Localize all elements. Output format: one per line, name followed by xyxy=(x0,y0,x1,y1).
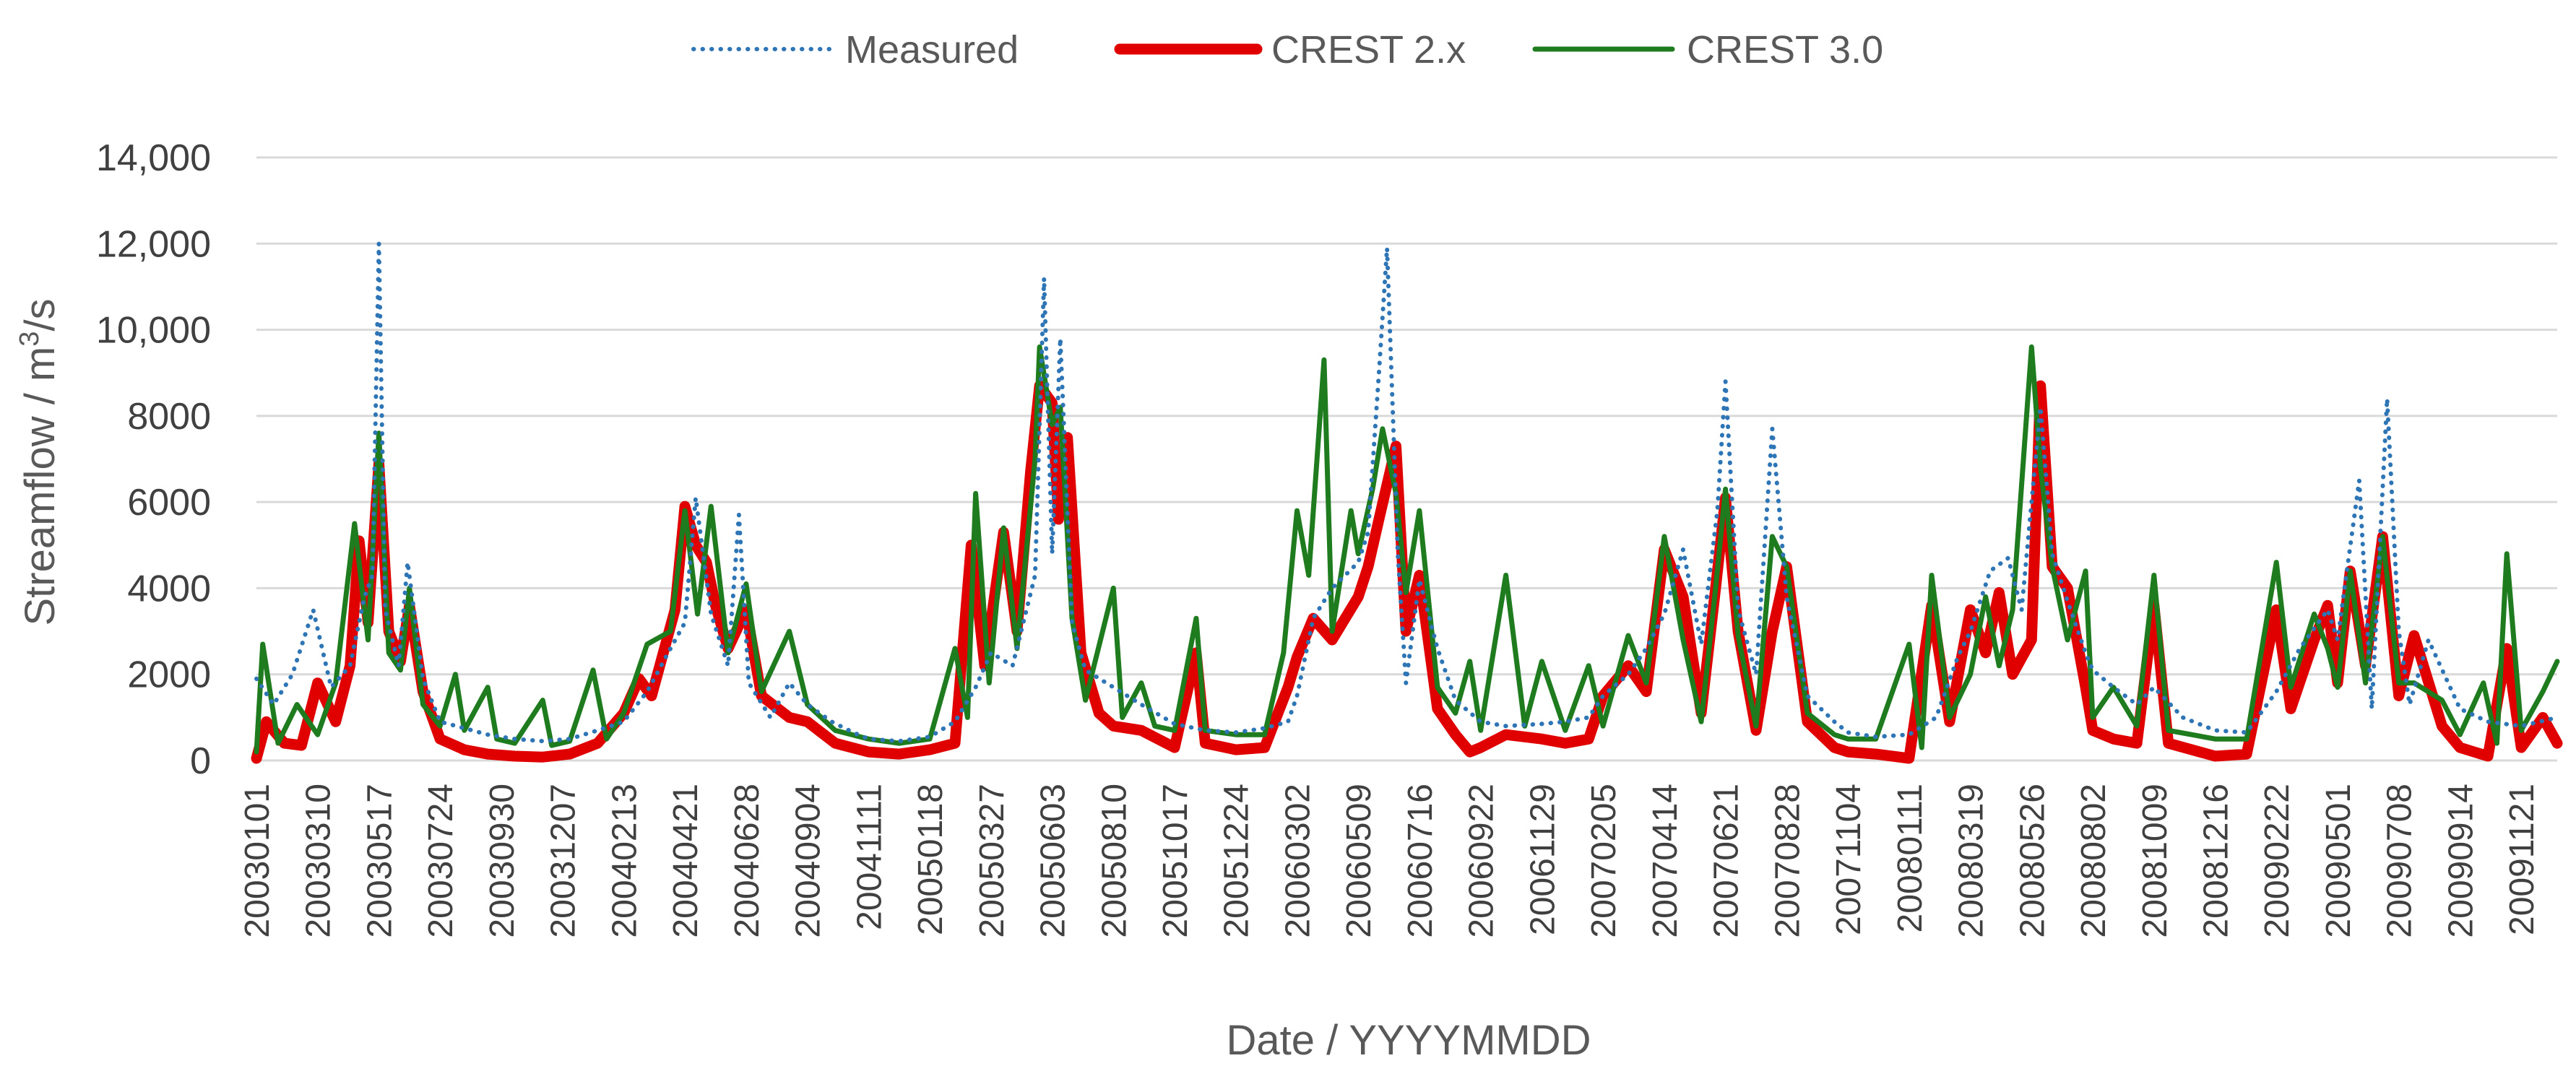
x-tick-label: 20090501 xyxy=(2320,784,2358,938)
y-axis-title: Streamflow / m3/s xyxy=(14,298,64,625)
x-tick-label: 20030101 xyxy=(238,784,277,938)
x-tick-label: 20040213 xyxy=(605,784,644,938)
x-tick-label: 20080319 xyxy=(1953,784,1991,938)
x-tick-label: 20061129 xyxy=(1523,784,1562,935)
x-tick-label: 20090222 xyxy=(2258,784,2296,938)
y-tick-label: 8000 xyxy=(127,396,211,438)
x-tick-label: 20040421 xyxy=(667,784,705,938)
series-group xyxy=(251,241,2563,764)
x-tick-label: 20030517 xyxy=(360,784,399,938)
gridlines xyxy=(256,156,2557,762)
y-tick-label: 0 xyxy=(190,740,211,782)
x-tick-label: 20060922 xyxy=(1463,784,1501,938)
x-tick-label: 20040904 xyxy=(790,784,828,938)
series-line-measured xyxy=(254,241,2559,744)
x-tick-label: 20070414 xyxy=(1646,784,1685,938)
x-tick-label: 20060509 xyxy=(1340,784,1378,938)
x-tick-label: 20030310 xyxy=(300,784,338,938)
y-tick-label: 12,000 xyxy=(96,223,211,265)
x-tick-label: 20080111 xyxy=(1891,784,1929,932)
x-tick-label: 20090708 xyxy=(2381,784,2419,938)
legend-label: Measured xyxy=(845,28,1019,72)
x-tick-label: 20080526 xyxy=(2013,784,2052,938)
x-tick-label: 20031207 xyxy=(545,784,583,938)
x-tick-label: 20041111 xyxy=(850,784,889,930)
x-tick-label: 20070205 xyxy=(1585,784,1623,938)
x-tick-label: 20050603 xyxy=(1034,784,1073,938)
x-axis-title: Date / YYYYMMDD xyxy=(1227,1017,1591,1064)
x-tick-label: 20051017 xyxy=(1157,784,1195,938)
y-tick-label: 4000 xyxy=(127,568,211,610)
x-tick-label: 20050118 xyxy=(912,784,950,935)
y-tick-label: 2000 xyxy=(127,654,211,696)
x-tick-label: 20081216 xyxy=(2197,784,2235,938)
y-tick-label: 14,000 xyxy=(96,137,211,179)
y-axis-ticks: 0 2000 4000 6000 8000 10,000 12,000 14,000 xyxy=(96,137,211,782)
x-tick-label: 20060716 xyxy=(1401,784,1440,938)
x-tick-label: 20081009 xyxy=(2136,784,2174,938)
x-tick-label: 20040628 xyxy=(728,784,766,938)
y-tick-label: 6000 xyxy=(127,482,211,524)
legend-label: CREST 3.0 xyxy=(1687,28,1883,72)
x-tick-label: 20030930 xyxy=(483,784,522,938)
x-tick-label: 20090914 xyxy=(2442,784,2480,938)
x-tick-label: 20070621 xyxy=(1708,784,1746,938)
x-tick-label: 20080802 xyxy=(2075,784,2113,938)
x-tick-label: 20050810 xyxy=(1095,784,1133,938)
x-tick-label: 20060302 xyxy=(1279,784,1317,938)
x-tick-label: 20091121 xyxy=(2503,784,2541,935)
legend: Measured CREST 2.x CREST 3.0 xyxy=(691,28,1883,72)
x-tick-label: 20050327 xyxy=(973,784,1011,938)
legend-label: CREST 2.x xyxy=(1271,28,1466,72)
x-tick-label: 20070828 xyxy=(1768,784,1807,938)
x-tick-label: 20071104 xyxy=(1830,784,1868,935)
x-tick-label: 20051224 xyxy=(1218,784,1256,938)
x-axis-ticks: 20030101 20030310 20030517 20030724 20030930… xyxy=(238,784,2541,938)
x-tick-label: 20030724 xyxy=(422,784,460,938)
y-tick-label: 10,000 xyxy=(96,310,211,352)
